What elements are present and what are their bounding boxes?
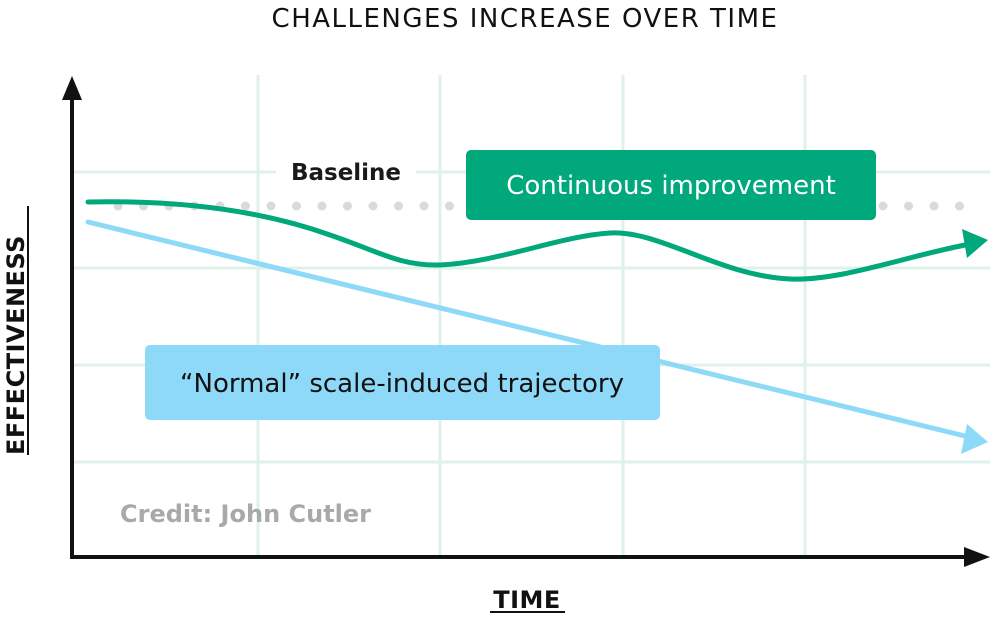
blue-arrowhead-icon: [961, 424, 988, 454]
baseline-dot: [317, 201, 327, 211]
baseline-dot: [929, 201, 939, 211]
y-axis-arrow-icon: [62, 76, 82, 100]
y-axis-label: EFFECTIVENESS: [2, 235, 30, 455]
green-arrowhead-icon: [962, 229, 988, 258]
baseline-dot: [445, 201, 454, 211]
baseline-dot: [368, 201, 378, 211]
baseline-dot: [419, 201, 429, 211]
axes: [62, 76, 990, 567]
baseline-dot: [343, 201, 352, 211]
normal-trajectory-label: “Normal” scale-induced trajectory: [180, 369, 624, 399]
baseline-dot: [266, 201, 276, 211]
continuous-improvement-line: [85, 199, 968, 282]
baseline-dot: [241, 201, 250, 211]
baseline-dot: [955, 201, 964, 211]
normal-trajectory-box: [145, 345, 660, 420]
baseline-dot: [878, 201, 888, 211]
baseline-dot: [904, 201, 913, 211]
credit-text: Credit: John Cutler: [120, 500, 371, 528]
normal-trajectory-line: [85, 219, 968, 439]
baseline-dot: [394, 201, 403, 211]
baseline-dot: [292, 201, 301, 211]
x-axis-arrow-icon: [964, 547, 990, 567]
diagram-title: CHALLENGES INCREASE OVER TIME: [272, 4, 779, 34]
x-axis-label: TIME: [493, 586, 561, 614]
baseline-label: Baseline: [291, 160, 401, 186]
grid: [74, 75, 990, 557]
continuous-improvement-box: [466, 150, 876, 220]
continuous-improvement-label: Continuous improvement: [506, 171, 836, 201]
baseline-label-bg: [276, 150, 416, 194]
